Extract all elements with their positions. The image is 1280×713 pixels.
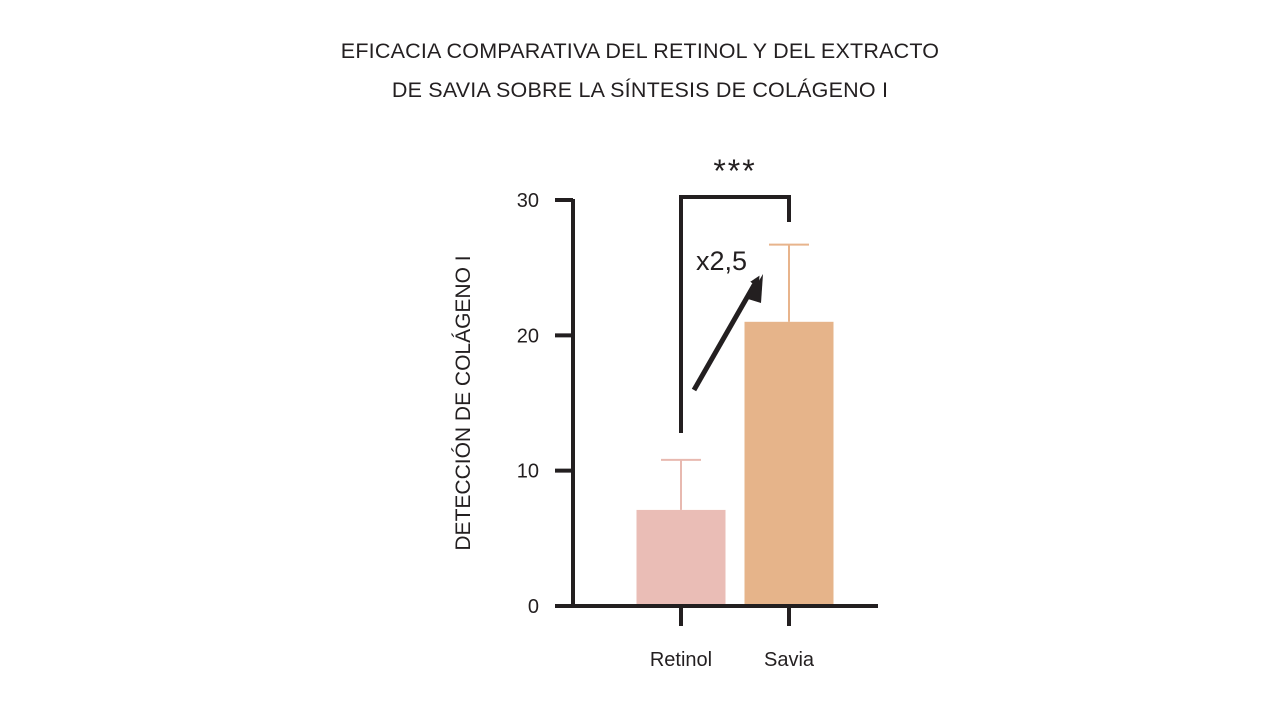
y-tick-label-20: 20 (517, 325, 539, 347)
chart-title-line-1: EFICACIA COMPARATIVA DEL RETINOL Y DEL E… (340, 39, 940, 63)
y-tick-label-30: 30 (517, 190, 539, 212)
bar-savia (744, 321, 834, 606)
fold-change-arrowhead (748, 274, 763, 303)
significance-bracket (679, 195, 791, 433)
bar-retinol (636, 509, 726, 606)
significance-label: *** (713, 153, 756, 189)
y-tick-label-10: 10 (517, 461, 539, 483)
fold-change-arrow (691, 275, 760, 392)
chart-title: EFICACIA COMPARATIVA DEL RETINOL Y DEL E… (0, 32, 1280, 110)
y-tick-label-0: 0 (528, 596, 539, 618)
chart-title-line-2: DE SAVIA SOBRE LA SÍNTESIS DE COLÁGENO I (391, 78, 889, 102)
x-tick-label-savia: Savia (764, 649, 815, 671)
fold-change-label: x2,5 (696, 246, 747, 276)
y-axis-label: DETECCIÓN DE COLÁGENO I (452, 255, 475, 550)
x-tick-label-retinol: Retinol (650, 649, 712, 671)
